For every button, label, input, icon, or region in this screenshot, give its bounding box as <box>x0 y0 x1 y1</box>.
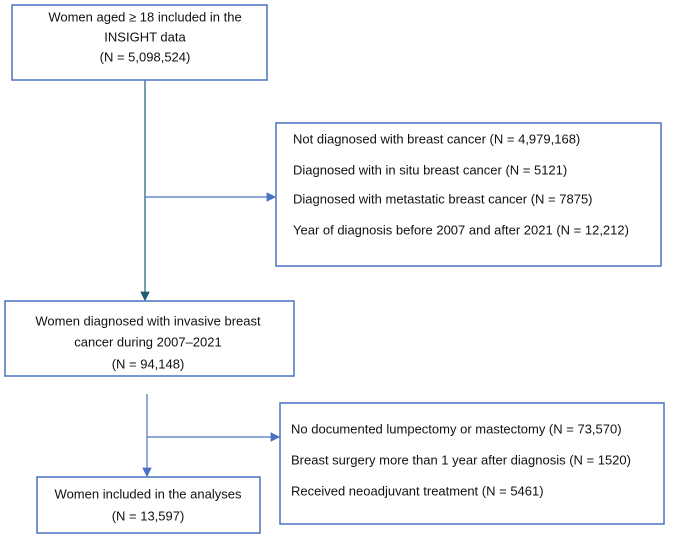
box-text: Not diagnosed with breast cancer (N = 4,… <box>293 131 580 146</box>
box-text: No documented lumpectomy or mastectomy (… <box>291 421 622 436</box>
box-text: (N = 13,597) <box>112 508 185 523</box>
box-text: (N = 94,148) <box>112 356 185 371</box>
box-text: Received neoadjuvant treatment (N = 5461… <box>291 483 544 498</box>
box-text: Women aged ≥ 18 included in the <box>48 9 241 24</box>
box-text: Year of diagnosis before 2007 and after … <box>293 222 629 237</box>
box <box>11 4 268 81</box>
box <box>4 300 295 377</box>
box-text: (N = 5,098,524) <box>100 49 191 64</box>
box <box>275 122 662 267</box>
box-text: cancer during 2007–2021 <box>74 334 221 349</box>
box <box>36 476 261 534</box>
box-text: Women diagnosed with invasive breast <box>35 313 261 328</box>
box-text: Diagnosed with in situ breast cancer (N … <box>293 162 567 177</box>
box-text: Breast surgery more than 1 year after di… <box>291 452 631 467</box>
box-text: Diagnosed with metastatic breast cancer … <box>293 191 593 206</box>
box-text: Women included in the analyses <box>55 486 242 501</box>
box <box>279 402 665 525</box>
box-text: INSIGHT data <box>104 29 186 44</box>
